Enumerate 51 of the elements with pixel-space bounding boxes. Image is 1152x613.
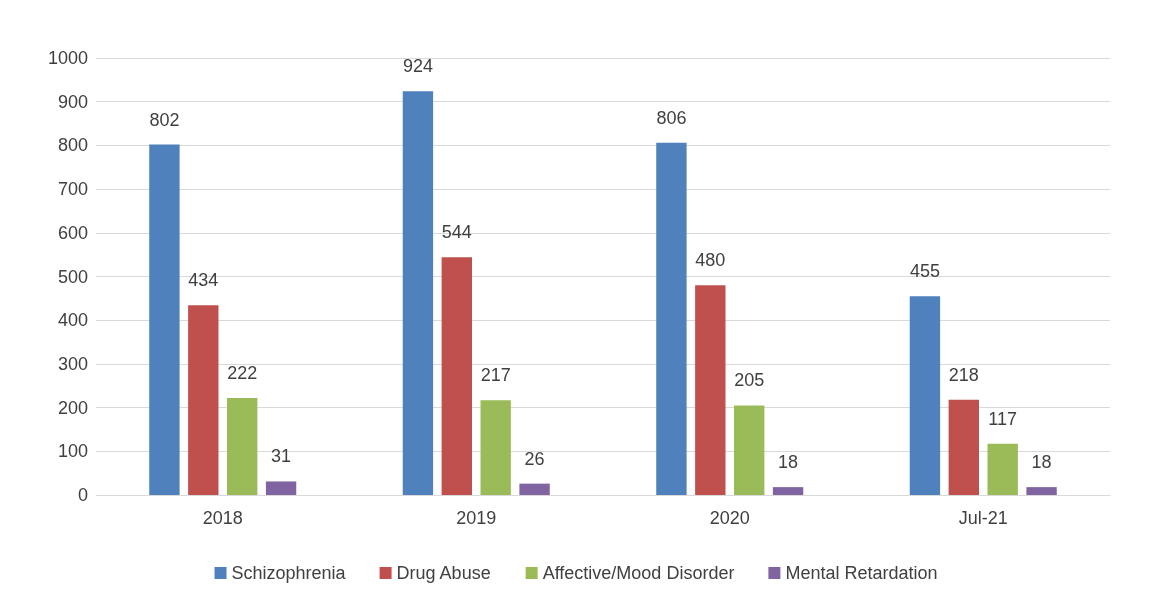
bar	[402, 91, 434, 495]
bar	[480, 400, 511, 495]
legend-label: Drug Abuse	[396, 563, 491, 583]
bar	[149, 144, 180, 495]
y-tick-label: 900	[57, 91, 88, 112]
data-label: 205	[734, 370, 765, 391]
y-tick-label: 600	[57, 222, 88, 243]
y-tick-label: 300	[57, 353, 88, 374]
legend-label: Affective/Mood Disorder	[542, 563, 735, 583]
x-tick-label: 2020	[709, 508, 750, 528]
data-label: 117	[988, 408, 1018, 429]
y-tick-label: 1000	[47, 48, 88, 68]
bar	[1026, 487, 1057, 495]
bar	[188, 305, 219, 495]
bar	[227, 397, 258, 495]
data-label: 434	[188, 270, 219, 291]
data-label: 217	[480, 365, 511, 386]
bar	[441, 257, 472, 495]
bar	[948, 399, 979, 495]
y-tick-label: 700	[57, 179, 88, 200]
data-label: 480	[695, 250, 726, 271]
y-tick-label: 400	[57, 310, 88, 331]
data-label: 31	[271, 446, 292, 467]
data-label: 18	[1031, 452, 1052, 473]
legend-label: Mental Retardation	[785, 563, 938, 583]
data-label: 924	[402, 56, 433, 77]
data-label: 806	[656, 107, 687, 128]
data-label: 802	[149, 109, 180, 130]
bar	[695, 285, 726, 495]
data-label: 218	[948, 364, 979, 385]
x-tick-label: Jul-21	[958, 508, 1008, 528]
bar	[656, 142, 687, 495]
y-tick-label: 500	[57, 266, 88, 287]
data-label: 26	[524, 448, 545, 469]
bar	[519, 483, 550, 495]
x-tick-label: 2019	[456, 508, 497, 528]
y-tick-label: 0	[77, 485, 88, 505]
y-tick-label: 800	[57, 135, 88, 156]
bar	[734, 405, 765, 495]
data-label: 222	[227, 362, 258, 383]
legend-label: Schizophrenia	[231, 563, 347, 583]
data-label: 18	[778, 452, 799, 473]
y-tick-label: 200	[57, 397, 88, 418]
bar	[265, 481, 297, 495]
bar	[987, 443, 1018, 495]
data-label: 544	[441, 222, 472, 243]
bar	[909, 296, 941, 495]
data-label: 455	[909, 261, 940, 282]
x-tick-label: 2018	[202, 508, 243, 528]
y-tick-label: 100	[57, 441, 88, 462]
bar	[772, 487, 804, 495]
